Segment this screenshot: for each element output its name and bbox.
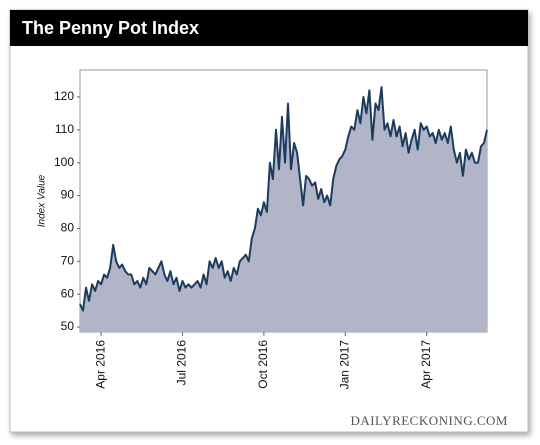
source: DAILYRECKONING.COM: [350, 413, 508, 428]
area: [80, 87, 487, 332]
y-tick-label: 100: [54, 155, 74, 169]
x-tick-label: Apr 2016: [93, 340, 107, 389]
y-tick-label: 70: [61, 253, 75, 267]
x-tick-label: Apr 2017: [419, 340, 433, 389]
x-tick-label: Oct 2016: [256, 340, 270, 389]
y-tick-label: 50: [61, 319, 75, 333]
x-tick-label: Jul 2016: [175, 340, 189, 386]
line: [79, 86, 488, 312]
y-tick-label: 90: [61, 188, 75, 202]
title-bar: [10, 10, 528, 46]
x-tick-label: Jan 2017: [337, 340, 351, 390]
y-tick-label: 120: [54, 89, 74, 103]
y-tick-label: 80: [61, 221, 75, 235]
y-axis-label: Index Value: [37, 174, 48, 227]
y-tick-label: 110: [55, 122, 74, 136]
chart-title: The Penny Pot Index: [22, 18, 199, 38]
y-tick-label: 60: [61, 286, 75, 300]
